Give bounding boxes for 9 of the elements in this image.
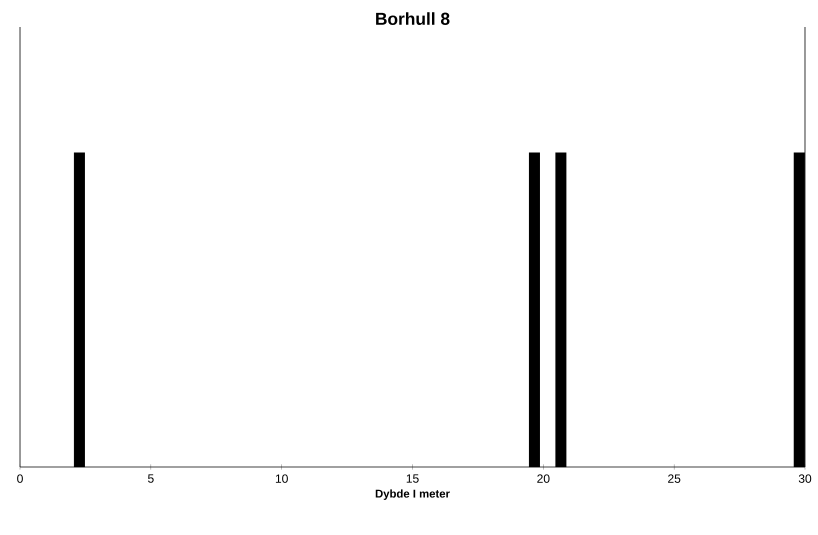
- x-tick-label: 10: [276, 474, 288, 483]
- x-axis-title: Dybde I meter: [376, 489, 450, 500]
- x-tick-label: 20: [537, 474, 550, 483]
- x-tick-label: 5: [148, 474, 154, 483]
- x-tick-label: 0: [17, 474, 23, 483]
- x-tick-label: 30: [798, 474, 812, 483]
- x-tick-label: 25: [668, 474, 680, 483]
- chart-title: Borhull 8: [376, 12, 450, 25]
- x-tick-label: 15: [406, 474, 419, 483]
